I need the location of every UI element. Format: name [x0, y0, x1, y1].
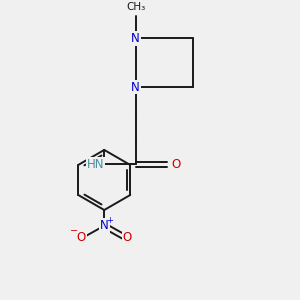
- Text: N: N: [131, 80, 140, 94]
- Text: O: O: [77, 231, 86, 244]
- Text: N: N: [131, 32, 140, 45]
- Text: O: O: [171, 158, 180, 171]
- Text: +: +: [106, 215, 113, 224]
- Text: O: O: [122, 231, 132, 244]
- Text: N: N: [100, 219, 109, 232]
- Text: HN: HN: [87, 158, 104, 171]
- Text: −: −: [70, 226, 78, 236]
- Text: CH₃: CH₃: [126, 2, 145, 12]
